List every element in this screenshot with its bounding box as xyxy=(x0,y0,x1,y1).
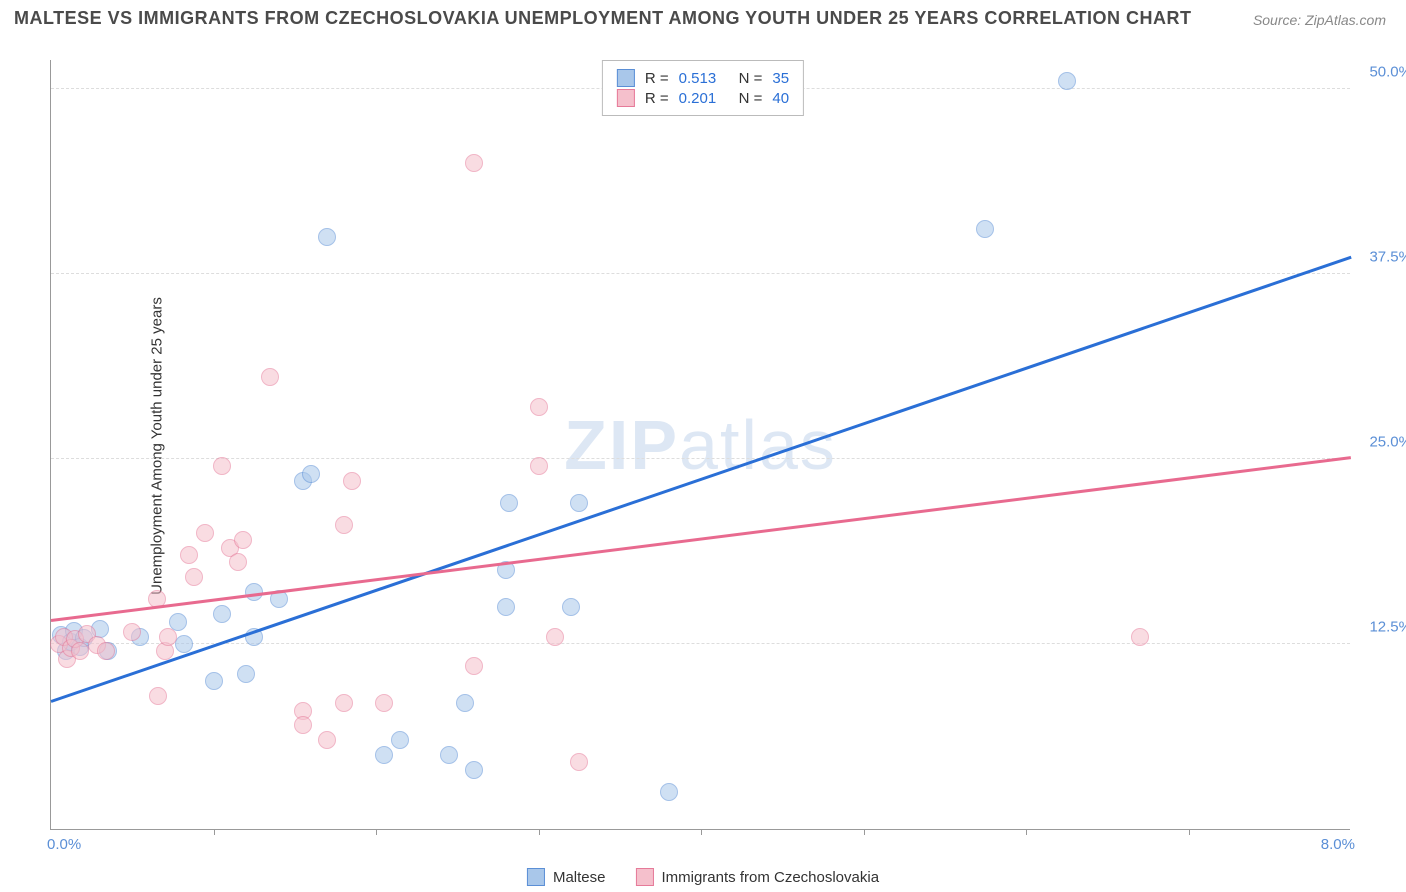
legend-item: Immigrants from Czechoslovakia xyxy=(635,868,879,886)
data-point xyxy=(213,457,231,475)
legend-label: Immigrants from Czechoslovakia xyxy=(661,869,879,886)
correlation-legend: R = 0.513 N = 35 R = 0.201 N = 40 xyxy=(602,60,804,116)
data-point xyxy=(213,605,231,623)
data-point xyxy=(149,687,167,705)
legend-row: R = 0.201 N = 40 xyxy=(617,89,789,107)
data-point xyxy=(123,623,141,641)
n-label: N = xyxy=(739,90,763,107)
data-point xyxy=(97,642,115,660)
data-point xyxy=(530,398,548,416)
plot-area: ZIPatlas 12.5%25.0%37.5%50.0%0.0%8.0% xyxy=(50,60,1350,830)
x-tick xyxy=(214,829,215,835)
data-point xyxy=(375,694,393,712)
data-point xyxy=(570,494,588,512)
y-tick-label: 50.0% xyxy=(1369,63,1406,80)
data-point xyxy=(465,657,483,675)
n-value: 35 xyxy=(772,70,789,87)
y-tick-label: 37.5% xyxy=(1369,248,1406,265)
data-point xyxy=(500,494,518,512)
chart-title: MALTESE VS IMMIGRANTS FROM CZECHOSLOVAKI… xyxy=(14,8,1192,29)
data-point xyxy=(205,672,223,690)
gridline xyxy=(51,458,1350,459)
x-tick-label: 0.0% xyxy=(47,836,81,853)
data-point xyxy=(175,635,193,653)
data-point xyxy=(185,568,203,586)
data-point xyxy=(1058,72,1076,90)
y-tick-label: 12.5% xyxy=(1369,618,1406,635)
gridline xyxy=(51,273,1350,274)
data-point xyxy=(237,665,255,683)
data-point xyxy=(440,746,458,764)
series-legend: Maltese Immigrants from Czechoslovakia xyxy=(527,868,879,886)
y-tick-label: 25.0% xyxy=(1369,433,1406,450)
legend-swatch xyxy=(617,89,635,107)
n-value: 40 xyxy=(772,90,789,107)
data-point xyxy=(530,457,548,475)
x-tick xyxy=(864,829,865,835)
data-point xyxy=(1131,628,1149,646)
data-point xyxy=(234,531,252,549)
data-point xyxy=(196,524,214,542)
data-point xyxy=(546,628,564,646)
data-point xyxy=(497,598,515,616)
source-attribution: Source: ZipAtlas.com xyxy=(1253,12,1386,28)
legend-swatch xyxy=(635,868,653,886)
data-point xyxy=(456,694,474,712)
data-point xyxy=(318,731,336,749)
legend-item: Maltese xyxy=(527,868,606,886)
data-point xyxy=(562,598,580,616)
data-point xyxy=(229,553,247,571)
data-point xyxy=(343,472,361,490)
data-point xyxy=(261,368,279,386)
n-label: N = xyxy=(739,70,763,87)
data-point xyxy=(180,546,198,564)
x-tick xyxy=(376,829,377,835)
legend-swatch xyxy=(617,69,635,87)
r-label: R = xyxy=(645,90,669,107)
gridline xyxy=(51,643,1350,644)
legend-label: Maltese xyxy=(553,869,606,886)
r-value: 0.513 xyxy=(679,70,729,87)
data-point xyxy=(294,716,312,734)
r-label: R = xyxy=(645,70,669,87)
data-point xyxy=(335,694,353,712)
data-point xyxy=(660,783,678,801)
data-point xyxy=(465,761,483,779)
data-point xyxy=(465,154,483,172)
legend-row: R = 0.513 N = 35 xyxy=(617,69,789,87)
data-point xyxy=(318,228,336,246)
x-tick xyxy=(539,829,540,835)
x-tick-label: 8.0% xyxy=(1321,836,1355,853)
legend-swatch xyxy=(527,868,545,886)
data-point xyxy=(375,746,393,764)
data-point xyxy=(391,731,409,749)
x-tick xyxy=(1189,829,1190,835)
x-tick xyxy=(701,829,702,835)
data-point xyxy=(976,220,994,238)
x-tick xyxy=(1026,829,1027,835)
data-point xyxy=(159,628,177,646)
data-point xyxy=(570,753,588,771)
data-point xyxy=(335,516,353,534)
r-value: 0.201 xyxy=(679,90,729,107)
data-point xyxy=(302,465,320,483)
